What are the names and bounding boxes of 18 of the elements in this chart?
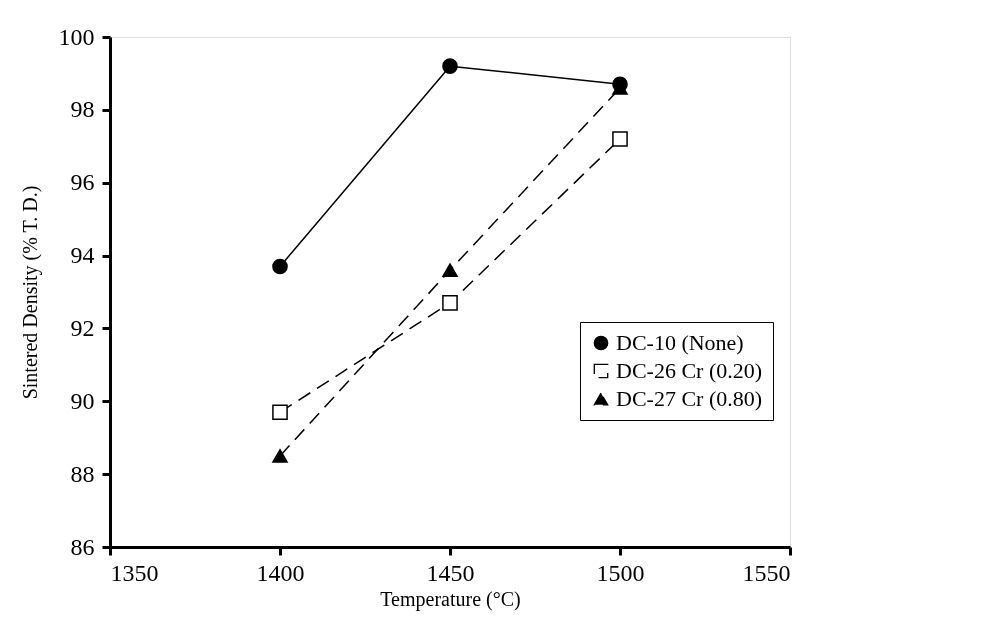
- y-tick-label: 100: [58, 23, 95, 50]
- x-tick-label: 1450: [426, 559, 475, 586]
- x-tick-label: 1350: [110, 559, 159, 586]
- y-tick-label: 86: [70, 533, 95, 560]
- x-axis-title: Temperature (°C): [380, 587, 521, 611]
- legend-label: DC-26 Cr (0.20): [616, 358, 763, 383]
- y-tick-label: 88: [70, 460, 95, 487]
- y-tick-label: 96: [70, 169, 95, 196]
- y-axis-title: Sintered Density (% T. D.): [18, 185, 42, 400]
- x-tick-label: 1400: [256, 559, 305, 586]
- y-tick-label: 90: [70, 387, 95, 414]
- y-tick-label: 94: [70, 242, 95, 269]
- y-tick-label: 92: [70, 314, 95, 341]
- legend-label: DC-27 Cr (0.80): [616, 386, 763, 411]
- legend-label: DC-10 (None): [616, 330, 744, 355]
- x-tick-label: 1500: [596, 559, 645, 586]
- x-tick-label: 1550: [742, 559, 791, 586]
- y-tick-label: 98: [70, 96, 95, 123]
